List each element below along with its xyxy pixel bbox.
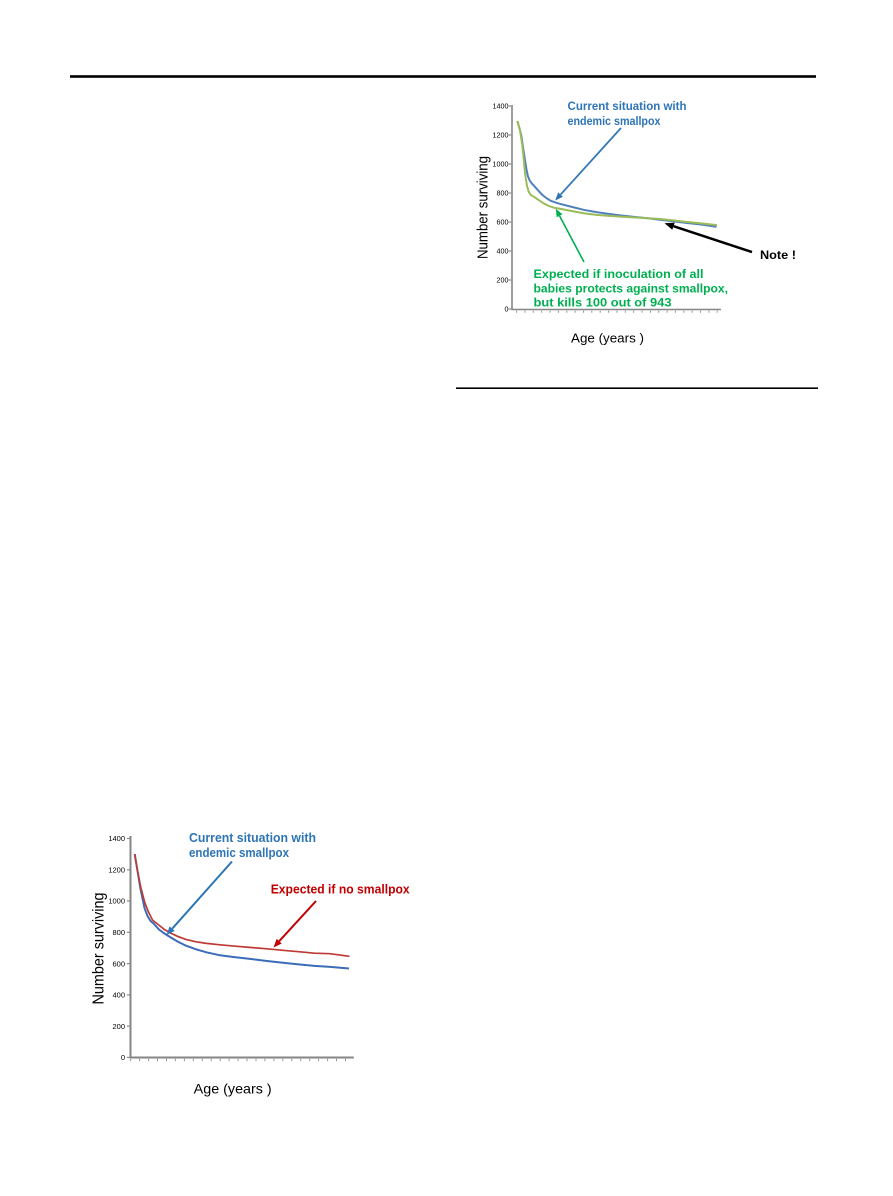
svg-text:Current situation with: Current situation with (189, 831, 316, 845)
svg-text:400: 400 (497, 247, 509, 256)
svg-text:endemic smallpox: endemic smallpox (568, 114, 661, 128)
svg-text:Expected if inoculation of al: Expected if inoculation of all (534, 267, 704, 281)
svg-text:1200: 1200 (493, 131, 509, 140)
svg-text:1400: 1400 (493, 102, 509, 111)
svg-text:endemic smallpox: endemic smallpox (189, 846, 289, 860)
svg-text:0: 0 (505, 305, 509, 314)
svg-text:Current situation with: Current situation with (568, 99, 687, 113)
svg-text:0: 0 (121, 1053, 125, 1062)
svg-text:800: 800 (497, 189, 509, 198)
svg-text:400: 400 (112, 991, 125, 1000)
svg-text:1000: 1000 (108, 897, 125, 906)
svg-text:1000: 1000 (493, 160, 509, 169)
svg-text:200: 200 (497, 276, 509, 285)
svg-text:600: 600 (497, 218, 509, 227)
svg-text:800: 800 (112, 928, 125, 937)
svg-text:200: 200 (112, 1022, 125, 1031)
svg-text:600: 600 (112, 959, 125, 968)
svg-text:babies protects against small: babies protects against smallpox, (534, 281, 729, 295)
svg-text:Number surviving: Number surviving (91, 893, 108, 1005)
svg-text:Note !: Note ! (760, 248, 796, 262)
svg-text:Number surviving: Number surviving (475, 156, 492, 259)
svg-text:1400: 1400 (108, 834, 125, 843)
svg-text:Age (years ): Age (years ) (194, 1081, 272, 1097)
svg-text:1200: 1200 (108, 866, 125, 875)
svg-text:Expected if no smallpox: Expected if no smallpox (271, 883, 410, 897)
svg-text:but kills 100 out of 943: but kills 100 out of 943 (534, 295, 672, 309)
svg-text:Age (years ): Age (years ) (571, 331, 644, 346)
